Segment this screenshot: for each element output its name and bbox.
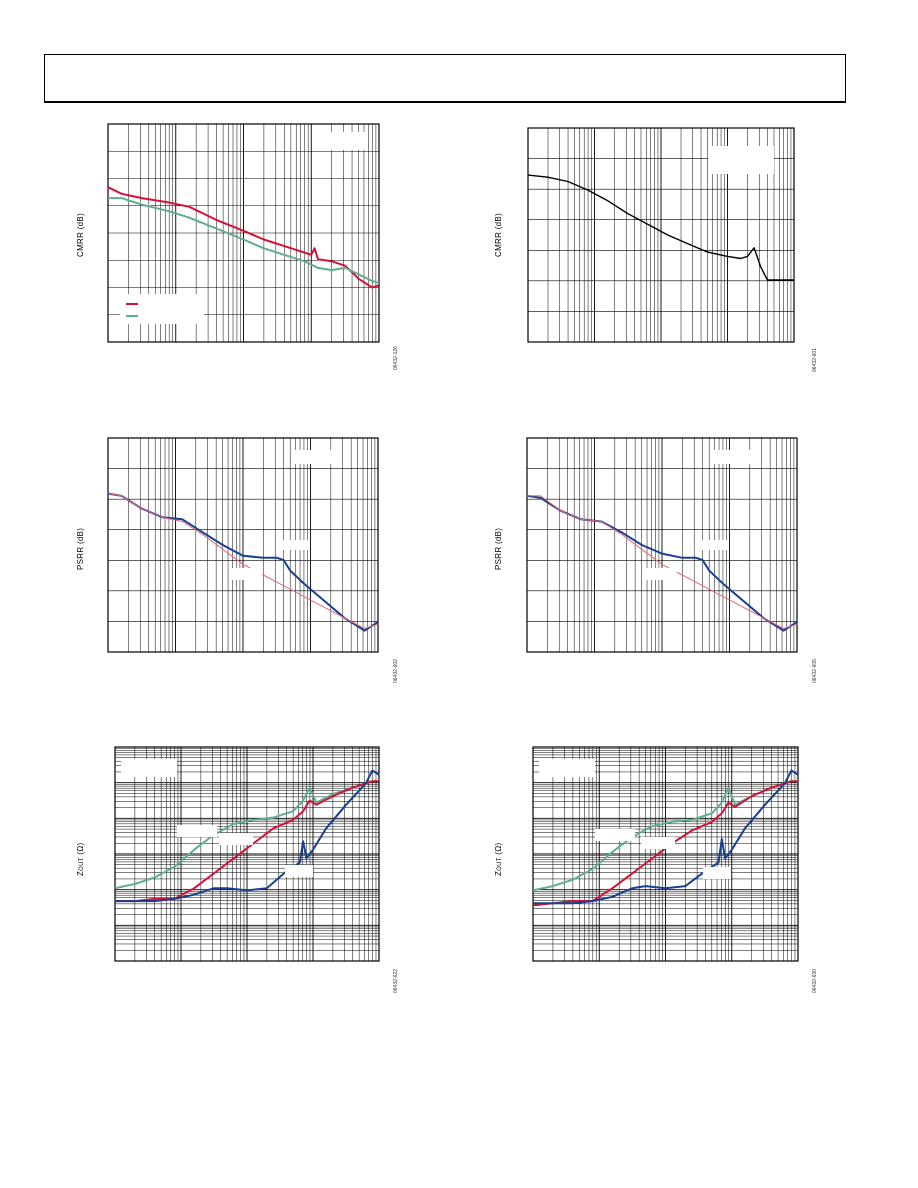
figure-number-cmrr-left: 06432-126 — [393, 346, 399, 370]
zout-subscript: OUT — [497, 857, 503, 871]
zout-symbol: Z — [494, 870, 503, 876]
zout-unit: (Ω) — [494, 842, 503, 858]
plot-frame — [526, 437, 798, 653]
annotation-box — [285, 865, 313, 877]
annotation-box — [697, 540, 727, 550]
series-line-pink — [527, 495, 798, 629]
chart-psrr-right — [526, 437, 798, 653]
annotation-box — [120, 294, 204, 324]
y-axis-label-cmrr-left: CMRR (dB) — [76, 212, 85, 257]
figure-number-zout-left: 06432-622 — [393, 969, 399, 993]
zout-symbol: Z — [76, 870, 85, 876]
figure-number-zout-right: 06432-630 — [812, 969, 818, 993]
zout-unit: (Ω) — [76, 842, 85, 858]
chart-zout-left — [114, 746, 380, 962]
figure-number-cmrr-right: 06432-601 — [812, 348, 818, 372]
chart-zout-right — [532, 746, 799, 962]
annotation-box — [278, 540, 308, 550]
annotation-box — [316, 132, 368, 150]
chart-cmrr-right — [527, 127, 795, 343]
y-axis-label-psrr-right: PSRR (dB) — [494, 527, 503, 570]
chart-zout-right-svg — [532, 746, 799, 962]
annotation-box — [595, 829, 635, 841]
annotation-box — [708, 146, 774, 174]
series-line-green — [114, 780, 379, 890]
plot-frame — [532, 746, 799, 962]
y-axis-label-psrr-left: PSRR (dB) — [76, 527, 85, 570]
series-line-pink — [107, 493, 379, 629]
y-axis-label-zout-right: ZOUT (Ω) — [494, 843, 503, 877]
chart-cmrr-right-svg — [527, 127, 795, 343]
annotation-box — [121, 759, 177, 777]
chart-zout-left-svg — [114, 746, 380, 962]
y-axis-label-cmrr-right: CMRR (dB) — [494, 212, 503, 257]
y-axis-label-zout-left: ZOUT (Ω) — [76, 843, 85, 877]
plot-frame — [107, 437, 379, 653]
chart-psrr-left-svg — [107, 437, 379, 653]
annotation-box — [230, 568, 262, 580]
annotation-box — [177, 825, 217, 837]
series-line-green — [108, 197, 380, 285]
annotation-box — [713, 450, 761, 464]
annotation-box — [294, 450, 342, 464]
plot-frame — [114, 746, 380, 962]
annotation-box — [641, 837, 675, 849]
annotation-box — [645, 568, 677, 580]
annotation-box — [539, 759, 595, 777]
plot-frame — [527, 127, 795, 343]
chart-cmrr-left — [107, 123, 380, 343]
annotation-box — [703, 867, 731, 879]
plot-frame — [107, 123, 380, 343]
series-line-black — [527, 174, 794, 281]
chart-psrr-right-svg — [526, 437, 798, 653]
page-header-box — [44, 54, 846, 103]
chart-psrr-left — [107, 437, 379, 653]
zout-subscript: OUT — [79, 857, 85, 871]
annotation-box — [219, 833, 253, 845]
figure-number-psrr-right: 06432-605 — [812, 659, 818, 683]
chart-cmrr-left-svg — [107, 123, 380, 343]
figure-number-psrr-left: 06432-602 — [393, 659, 399, 683]
